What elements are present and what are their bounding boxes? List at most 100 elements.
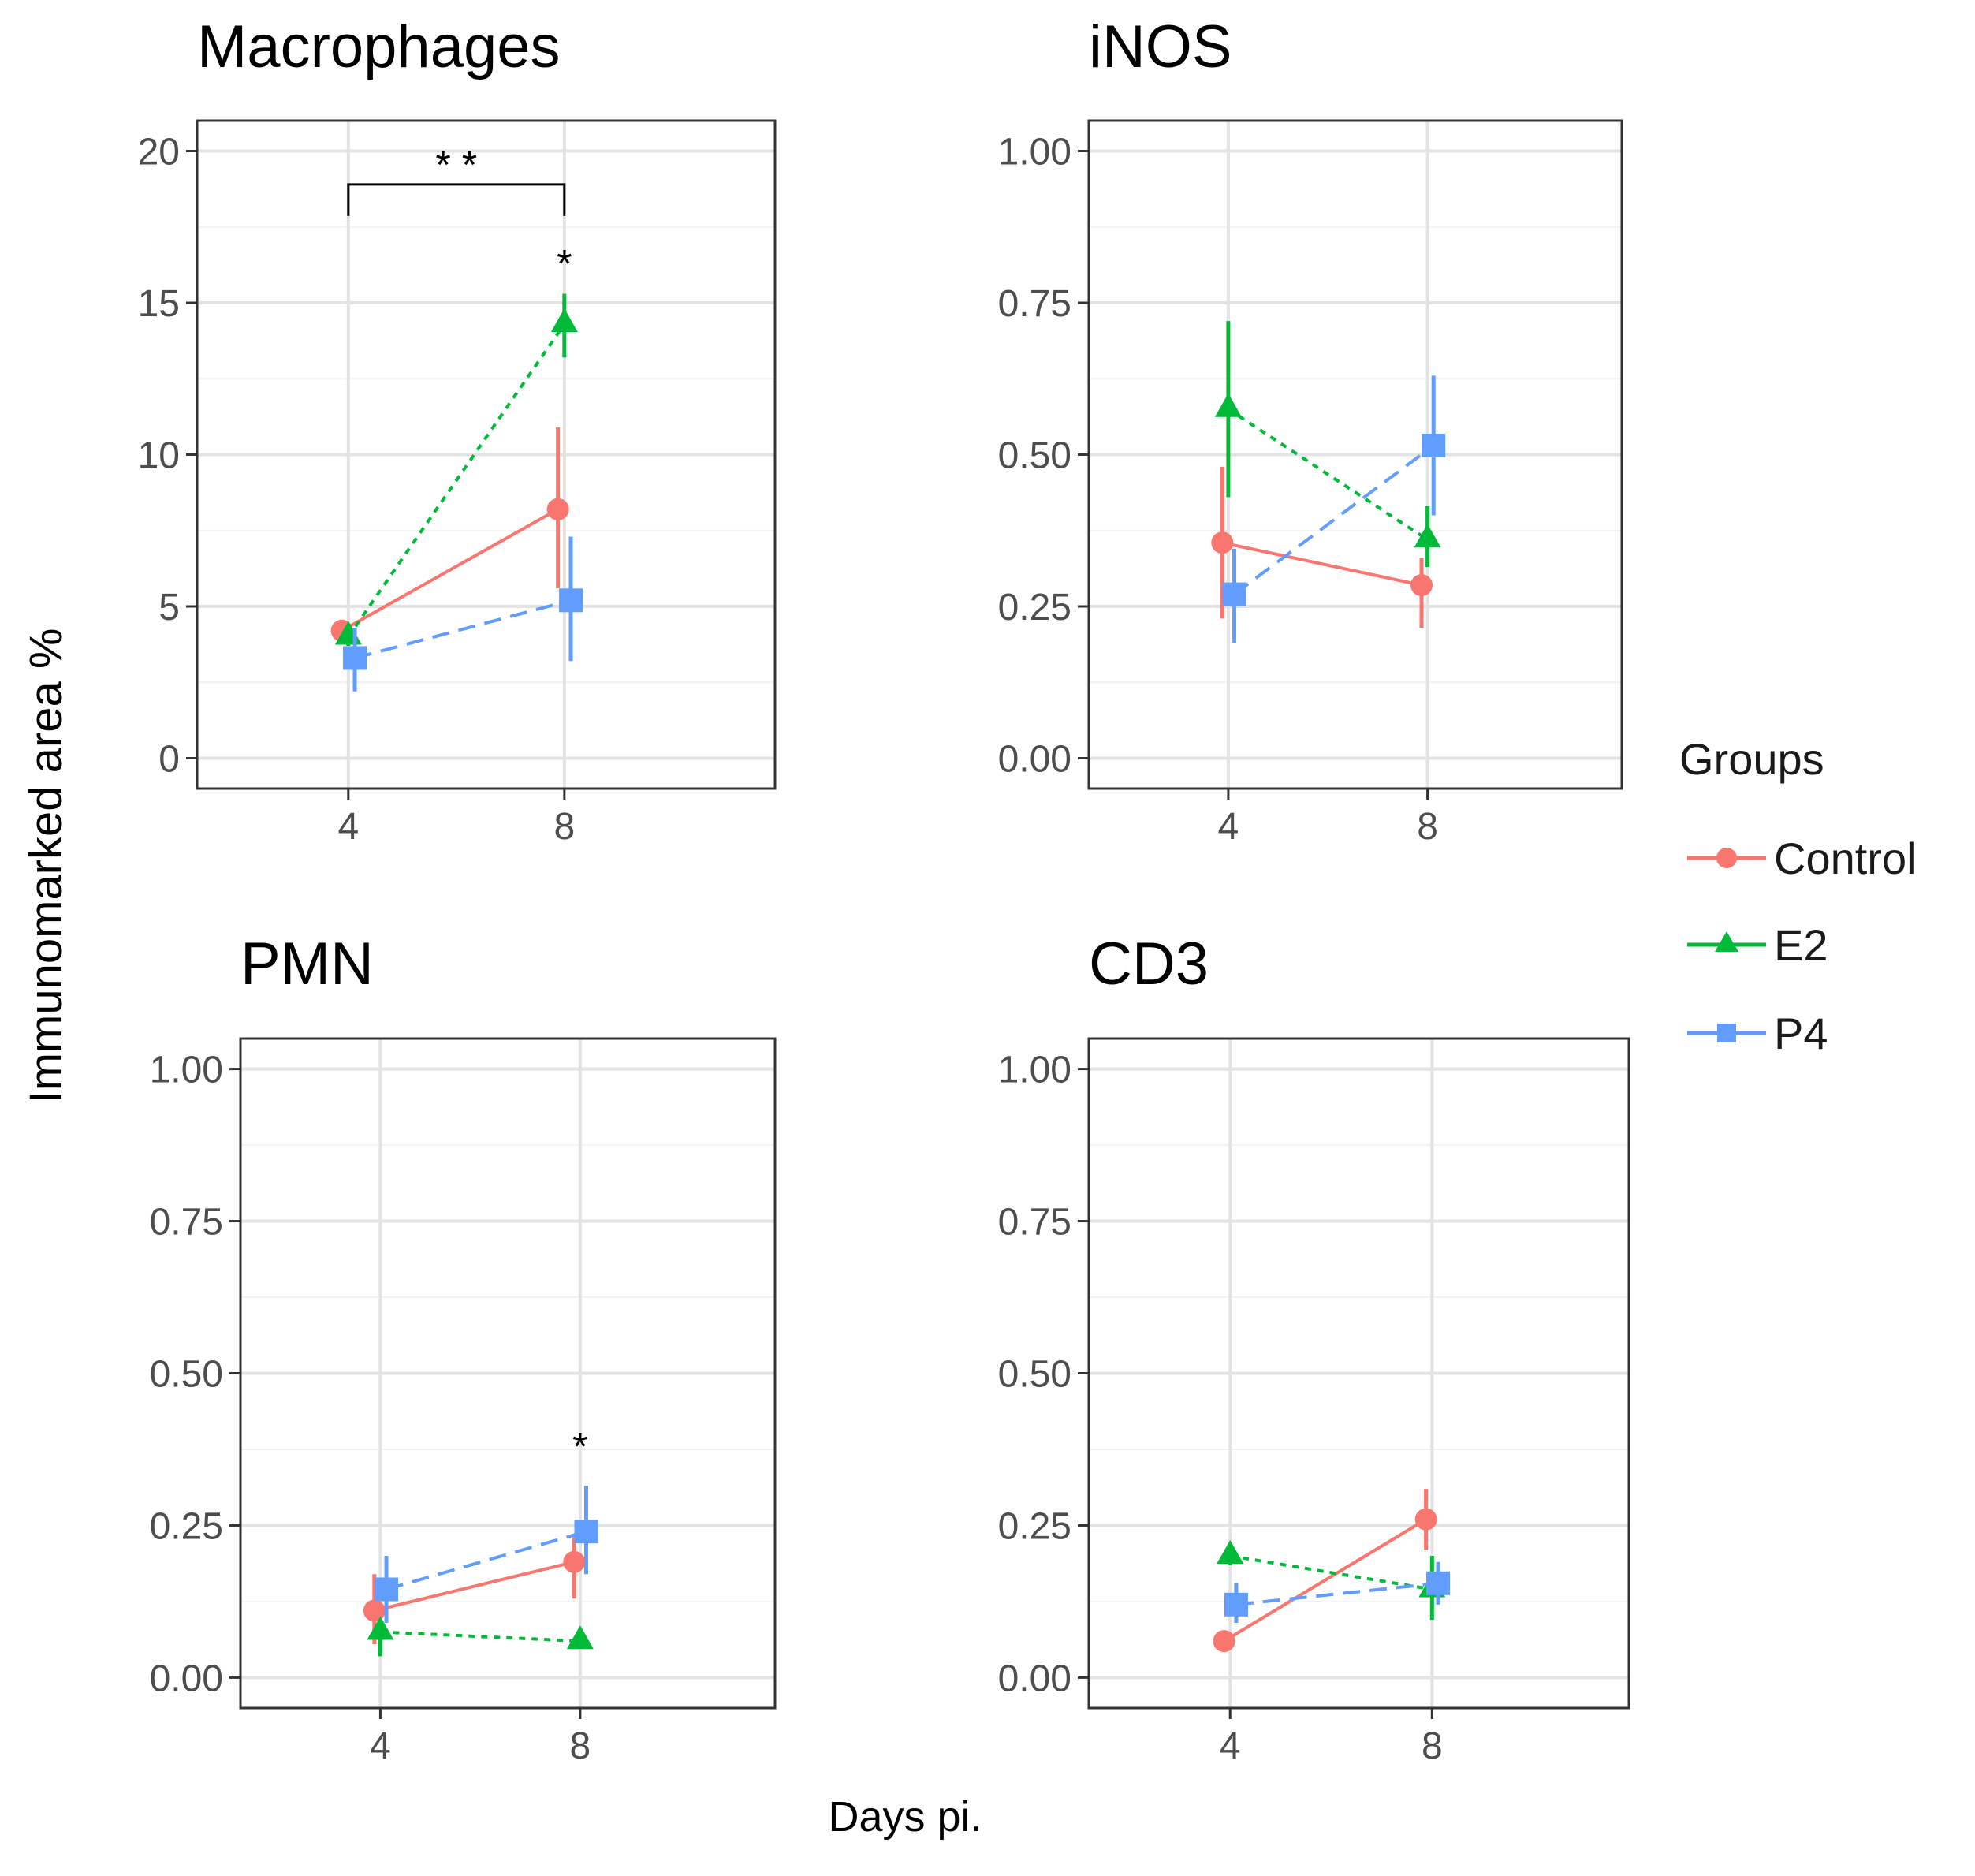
y-tick-label: 10: [138, 435, 180, 477]
y-tick-label: 0.00: [998, 739, 1071, 781]
series-line: [1227, 408, 1429, 541]
series-control: [330, 427, 569, 642]
y-tick-label: 0.25: [998, 587, 1071, 628]
series-line: [386, 1530, 587, 1591]
data-point-square: [1222, 582, 1246, 606]
y-tick-label: 15: [138, 283, 180, 325]
legend-item-e2: E2: [1687, 920, 1828, 970]
y-tick-label: 0.75: [998, 1202, 1071, 1244]
panel-border: [1087, 119, 1623, 790]
data-point-circle: [563, 1550, 586, 1573]
series-line: [347, 323, 566, 638]
data-point-square: [343, 646, 367, 670]
series-line: [354, 599, 572, 660]
series-p4: [1222, 375, 1446, 643]
series-line: [1223, 1518, 1427, 1643]
y-tick-label: 0.25: [150, 1505, 223, 1547]
data-point-circle: [1211, 531, 1234, 554]
y-axis-label: Immunomarked area %: [20, 628, 72, 1104]
significance-bracket: [347, 183, 566, 216]
y-tick-label: 0.50: [150, 1354, 223, 1396]
panel-title: iNOS: [1089, 13, 1232, 80]
data-point-circle: [363, 1599, 386, 1622]
legend-item-control: Control: [1687, 834, 1917, 883]
data-point-triangle: [566, 1625, 594, 1650]
series-line: [341, 508, 559, 632]
panel-pmn: PMN 0.00 0.25 0.50 0.75 1.00 4 8 *: [150, 931, 777, 1767]
significance-mark: *: [557, 241, 572, 285]
y-tick-label: 0: [158, 739, 180, 781]
x-tick-label: 4: [337, 806, 359, 848]
data-point-circle: [1414, 1508, 1437, 1531]
significance-mark: *: [572, 1424, 587, 1468]
series-line: [374, 1560, 575, 1613]
y-tick-label: 1.00: [998, 132, 1071, 173]
y-tick-label: 0.75: [998, 283, 1071, 325]
data-point-triangle: [1217, 1540, 1244, 1565]
panel-title: PMN: [240, 931, 374, 998]
significance-label: * *: [435, 143, 477, 187]
x-tick-label: 8: [1422, 1725, 1443, 1767]
legend-label-control: Control: [1774, 834, 1917, 883]
y-tick-label: 20: [138, 132, 180, 173]
y-tick-label: 0.50: [998, 1354, 1071, 1396]
x-tick-label: 4: [1218, 806, 1239, 848]
series-line: [1221, 541, 1422, 587]
x-axis-label: Days pi.: [828, 1793, 982, 1841]
legend: Groups Control E2 P4: [1679, 734, 1917, 1058]
series-line: [1233, 444, 1435, 596]
x-tick-label: 4: [1220, 1725, 1241, 1767]
legend-item-p4: P4: [1687, 1009, 1828, 1058]
x-tick-label: 8: [1417, 806, 1438, 848]
legend-key-square-marker: [1717, 1024, 1736, 1042]
series-control: [363, 1535, 586, 1644]
series-e2: [367, 1616, 594, 1657]
series-line: [1229, 1554, 1433, 1591]
legend-label-p4: P4: [1774, 1009, 1828, 1058]
panels: Macrophages 0 5 10 15 20 4 8 * * * iNOS 0.00 0.25 0.5…: [138, 13, 1630, 1767]
panel-inos: iNOS 0.00 0.25 0.50 0.75 1.00 4 8: [998, 13, 1623, 848]
y-tick-label: 0.50: [998, 435, 1071, 477]
y-tick-label: 0.25: [998, 1505, 1071, 1547]
data-point-square: [1224, 1592, 1248, 1617]
data-point-square: [1422, 433, 1446, 457]
data-point-circle: [1410, 574, 1433, 597]
legend-key-triangle-marker: [1715, 931, 1738, 952]
panel-border: [196, 119, 777, 790]
x-tick-label: 4: [370, 1725, 391, 1767]
series-p4: [1224, 1561, 1451, 1623]
legend-title: Groups: [1679, 734, 1824, 784]
legend-label-e2: E2: [1774, 920, 1828, 970]
data-point-circle: [1213, 1630, 1235, 1653]
series-line: [1235, 1581, 1439, 1606]
y-tick-label: 0.00: [150, 1658, 223, 1699]
series-p4: [375, 1486, 598, 1623]
data-point-triangle: [550, 308, 578, 332]
data-point-triangle: [367, 1616, 394, 1640]
data-point-square: [375, 1577, 399, 1602]
data-point-triangle: [1214, 393, 1242, 417]
data-point-square: [559, 588, 583, 613]
legend-key-circle-marker: [1716, 848, 1737, 868]
panel-title: CD3: [1089, 931, 1209, 998]
y-tick-label: 1.00: [150, 1050, 223, 1091]
series-e2: [1214, 321, 1441, 567]
y-tick-label: 5: [158, 587, 180, 628]
series-p4: [343, 536, 583, 692]
y-tick-label: 1.00: [998, 1050, 1071, 1091]
data-point-circle: [546, 498, 569, 520]
series-line: [380, 1630, 580, 1643]
panel-border: [1087, 1037, 1630, 1710]
panel-macrophages: Macrophages 0 5 10 15 20 4 8 * * *: [138, 13, 777, 848]
panel-cd3: CD3 0.00 0.25 0.50 0.75 1.00 4 8: [998, 931, 1630, 1767]
y-tick-label: 0.00: [998, 1658, 1071, 1699]
data-point-square: [1426, 1571, 1451, 1595]
series-control: [1213, 1489, 1437, 1653]
data-point-square: [574, 1520, 598, 1544]
data-point-triangle: [1414, 524, 1441, 548]
x-tick-label: 8: [553, 806, 575, 848]
x-tick-label: 8: [570, 1725, 591, 1767]
panel-border: [239, 1037, 777, 1710]
y-tick-label: 0.75: [150, 1202, 223, 1244]
